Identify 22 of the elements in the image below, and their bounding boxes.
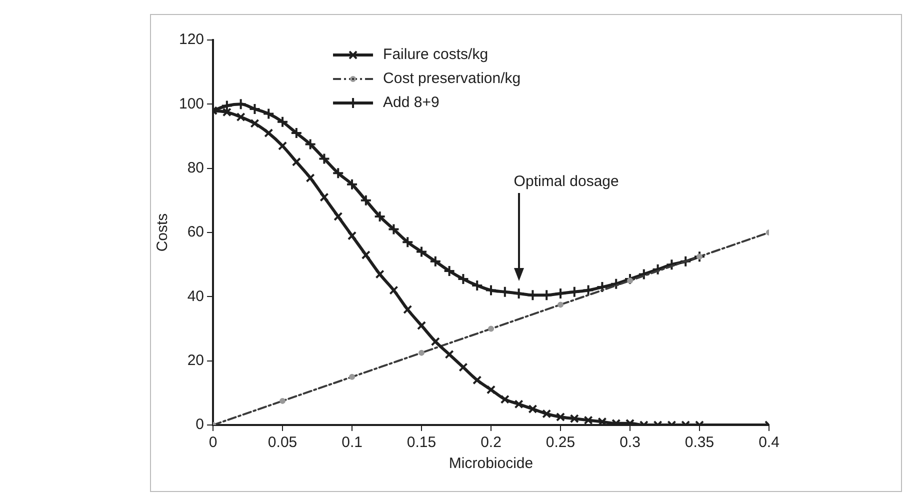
y-axis-title: Costs xyxy=(154,213,172,252)
x-tick-label: 0.2 xyxy=(480,434,502,452)
x-tick-label: 0 xyxy=(208,434,218,452)
y-tick-label: 40 xyxy=(187,288,204,305)
x-tick-label: 0.3 xyxy=(620,434,640,452)
y-tick-label: 0 xyxy=(196,416,204,434)
legend-label: Cost preservation/kg xyxy=(383,70,521,88)
x-tick-label: 0.1 xyxy=(342,434,362,452)
y-tick-label: 60 xyxy=(187,224,204,241)
x-tick-label: 0.25 xyxy=(546,434,576,452)
x-tick-label: 0.35 xyxy=(684,434,714,452)
legend-label: Failure costs/kg xyxy=(383,46,488,64)
x-tick-label: 0.05 xyxy=(268,434,298,452)
legend-label: Add 8+9 xyxy=(383,94,440,112)
y-tick-label: 80 xyxy=(187,159,204,176)
y-tick-label: 20 xyxy=(187,352,204,369)
x-axis-title: Microbiocide xyxy=(448,455,534,472)
y-tick-label: 100 xyxy=(178,95,204,112)
y-tick-label: 120 xyxy=(178,31,204,48)
annotation: Optimal dosage xyxy=(514,173,619,190)
x-tick-label: 0.15 xyxy=(406,434,436,452)
x-tick-label: 0.4 xyxy=(758,434,780,452)
